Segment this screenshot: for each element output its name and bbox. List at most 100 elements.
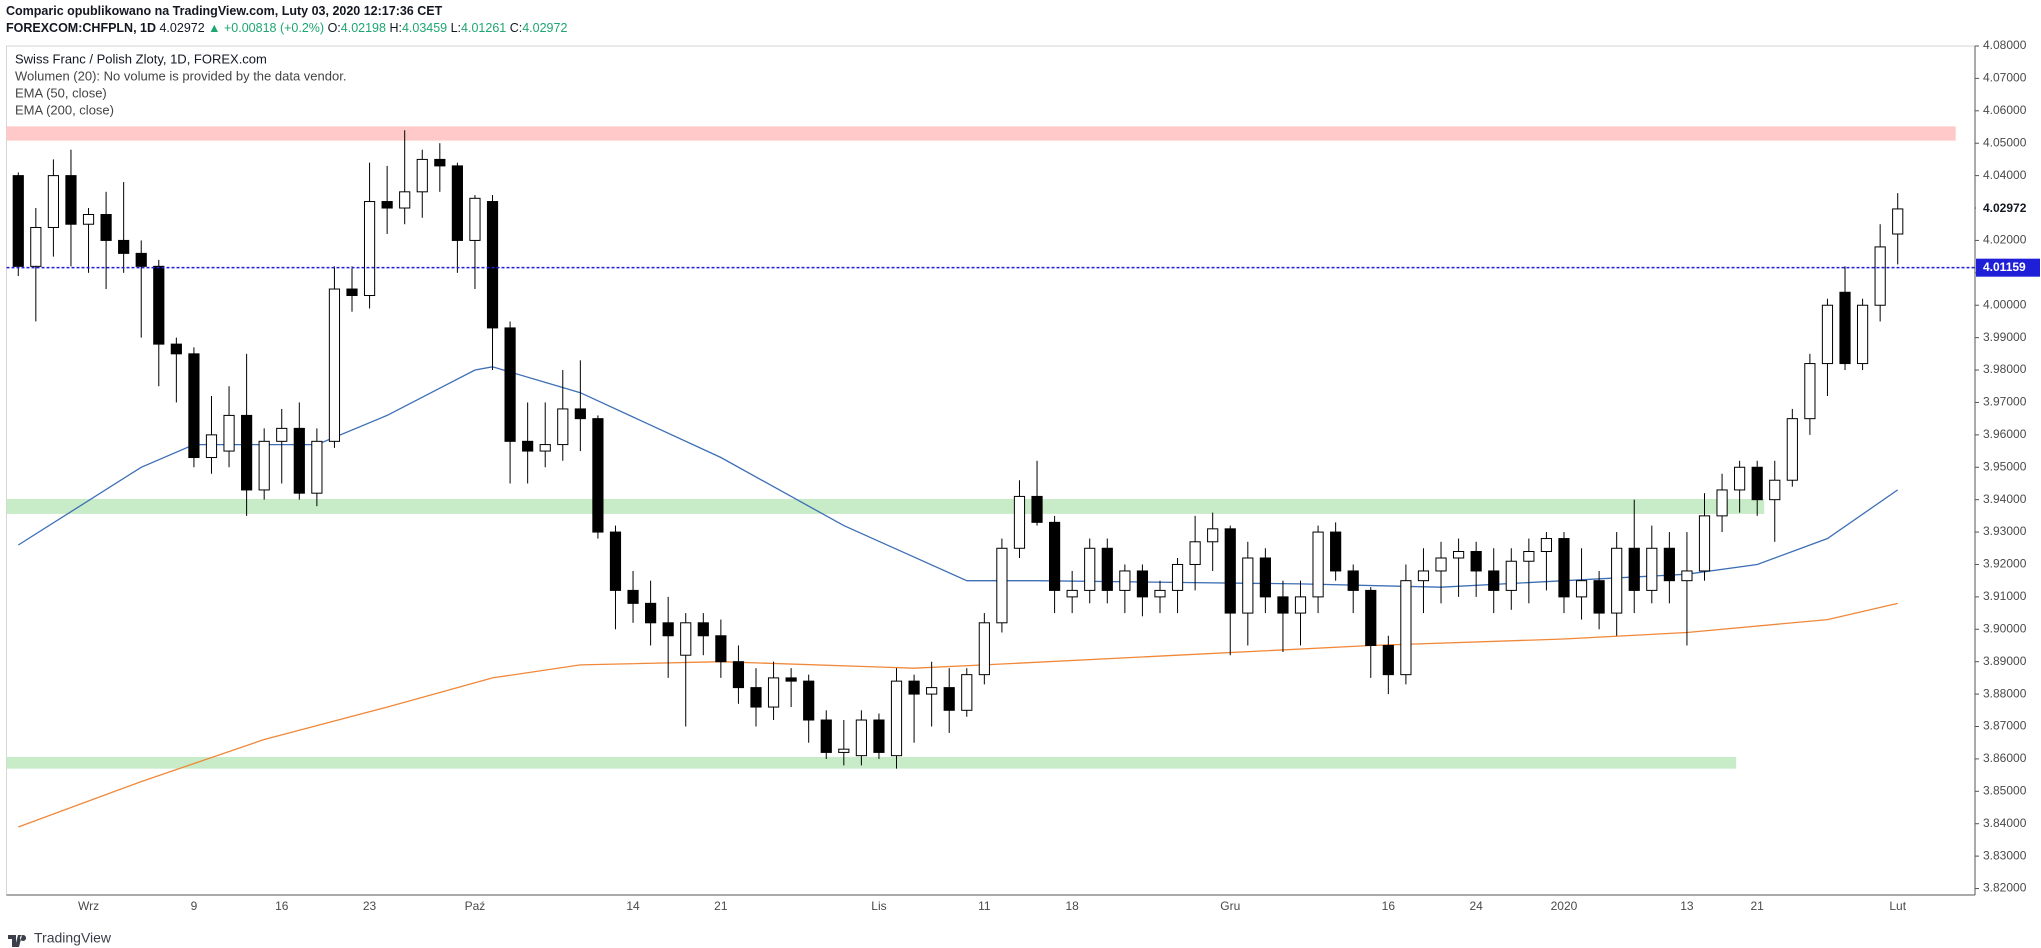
candle-body bbox=[486, 201, 499, 329]
y-tick-label: 3.89000 bbox=[1983, 654, 2027, 668]
candle-body bbox=[1505, 560, 1517, 591]
footer-logo bbox=[8, 935, 27, 947]
candle-body bbox=[1452, 551, 1465, 559]
candle-body bbox=[1119, 570, 1131, 591]
change: ▲ +0.00818 (+0.2%) bbox=[208, 21, 325, 35]
candle-body bbox=[12, 175, 24, 267]
candle-body bbox=[241, 414, 253, 491]
candle-body bbox=[293, 427, 305, 494]
plot bbox=[6, 126, 1975, 828]
header-author: Comparic opublikowano na TradingView.com… bbox=[6, 4, 442, 18]
y-tick-label: 3.90000 bbox=[1983, 621, 2027, 635]
y-tick-label: 3.94000 bbox=[1983, 492, 2027, 506]
candle-body bbox=[1365, 589, 1377, 646]
candle-body bbox=[135, 252, 147, 267]
candle-body bbox=[609, 531, 622, 591]
candle-body bbox=[820, 719, 832, 753]
candle-body bbox=[328, 288, 341, 442]
x-tick-label: 14 bbox=[626, 899, 640, 913]
candle-body bbox=[1786, 418, 1798, 481]
y-tick-label: 3.91000 bbox=[1983, 589, 2027, 603]
candle-body bbox=[803, 680, 815, 721]
candle-body bbox=[1488, 570, 1500, 591]
candle-body bbox=[1330, 531, 1342, 572]
candle-body bbox=[715, 635, 727, 663]
candle-body bbox=[1663, 547, 1675, 582]
x-tick-label: 16 bbox=[275, 899, 289, 913]
candle-body bbox=[1892, 208, 1904, 235]
candle-body bbox=[30, 226, 42, 267]
candle-body bbox=[1716, 489, 1728, 517]
candle-body bbox=[1804, 363, 1816, 420]
candle-body bbox=[65, 175, 77, 225]
x-tick-label: Wrz bbox=[78, 899, 99, 913]
candle-body bbox=[1400, 580, 1412, 676]
ohlc-label: L: bbox=[450, 21, 462, 35]
candle-body bbox=[1435, 557, 1447, 572]
candle-body bbox=[1575, 580, 1588, 598]
candle-body bbox=[557, 408, 569, 446]
candle-body bbox=[1084, 547, 1096, 591]
candle-body bbox=[873, 719, 885, 753]
candle-body bbox=[1540, 538, 1553, 553]
candle-body bbox=[1417, 570, 1430, 582]
legend-ema50: EMA (50, close) bbox=[15, 85, 107, 100]
candle-body bbox=[1277, 596, 1289, 614]
last-price-badge bbox=[1976, 199, 2040, 218]
candle-body bbox=[1646, 547, 1658, 591]
candle-body bbox=[399, 191, 411, 209]
candle-body bbox=[1224, 528, 1236, 614]
y-tick-label: 3.97000 bbox=[1983, 395, 2027, 409]
y-tick-label: 3.88000 bbox=[1983, 686, 2027, 700]
candle-body bbox=[1294, 596, 1307, 614]
candle-body bbox=[1558, 538, 1570, 598]
y-tick-label: 4.07000 bbox=[1983, 71, 2027, 85]
candle-body bbox=[1611, 547, 1623, 614]
candle-body bbox=[1856, 304, 1869, 365]
candle-body bbox=[258, 440, 270, 491]
candle-body bbox=[276, 427, 288, 442]
y-tick-label: 3.82000 bbox=[1983, 881, 2027, 895]
x-tick-label: 24 bbox=[1469, 899, 1483, 913]
y-tick-label: 4.06000 bbox=[1983, 103, 2027, 117]
candle-body bbox=[416, 158, 428, 193]
y-tick-label: 3.95000 bbox=[1983, 459, 2027, 473]
candle-body bbox=[170, 343, 182, 355]
candle-body bbox=[1207, 528, 1219, 543]
candle-body bbox=[908, 680, 920, 695]
zone bbox=[6, 499, 1765, 514]
candle-body bbox=[1154, 589, 1166, 598]
candle-body bbox=[855, 719, 867, 757]
candle-body bbox=[1031, 495, 1043, 523]
candle-body bbox=[100, 214, 112, 241]
candle-body bbox=[47, 175, 59, 228]
candle-body bbox=[1347, 570, 1359, 591]
candle-body bbox=[645, 602, 657, 624]
candle-body bbox=[1593, 580, 1605, 614]
candle-body bbox=[188, 353, 200, 459]
candle-body bbox=[1382, 644, 1394, 676]
candle-body bbox=[153, 265, 165, 345]
candle-body bbox=[574, 408, 586, 420]
ohlc-value: 4.03459 bbox=[401, 21, 448, 35]
candle-body bbox=[592, 418, 604, 533]
x-tick-label: 13 bbox=[1680, 899, 1694, 913]
x-tick-label: Gru bbox=[1220, 899, 1240, 913]
y-tick-label: 4.04000 bbox=[1983, 168, 2027, 182]
candle-body bbox=[1312, 531, 1324, 598]
header-quote: FOREXCOM:CHFPLN, 1D 4.02972 ▲ +0.00818 (… bbox=[6, 21, 567, 35]
price-badge bbox=[1976, 258, 2040, 277]
y-tick-label: 3.96000 bbox=[1983, 427, 2027, 441]
x-tick-label: 21 bbox=[1751, 899, 1765, 913]
y-tick-label: 3.85000 bbox=[1983, 783, 2027, 797]
candle-body bbox=[118, 239, 130, 254]
symbol: FOREXCOM:CHFPLN, 1D bbox=[6, 21, 156, 35]
candle-body bbox=[750, 687, 762, 708]
candle-body bbox=[838, 748, 850, 753]
x-tick-label: 9 bbox=[191, 899, 198, 913]
candle-body bbox=[1101, 547, 1113, 591]
y-tick-label: 3.83000 bbox=[1983, 848, 2027, 862]
ema-line bbox=[18, 602, 1898, 828]
candle-body bbox=[469, 197, 481, 241]
